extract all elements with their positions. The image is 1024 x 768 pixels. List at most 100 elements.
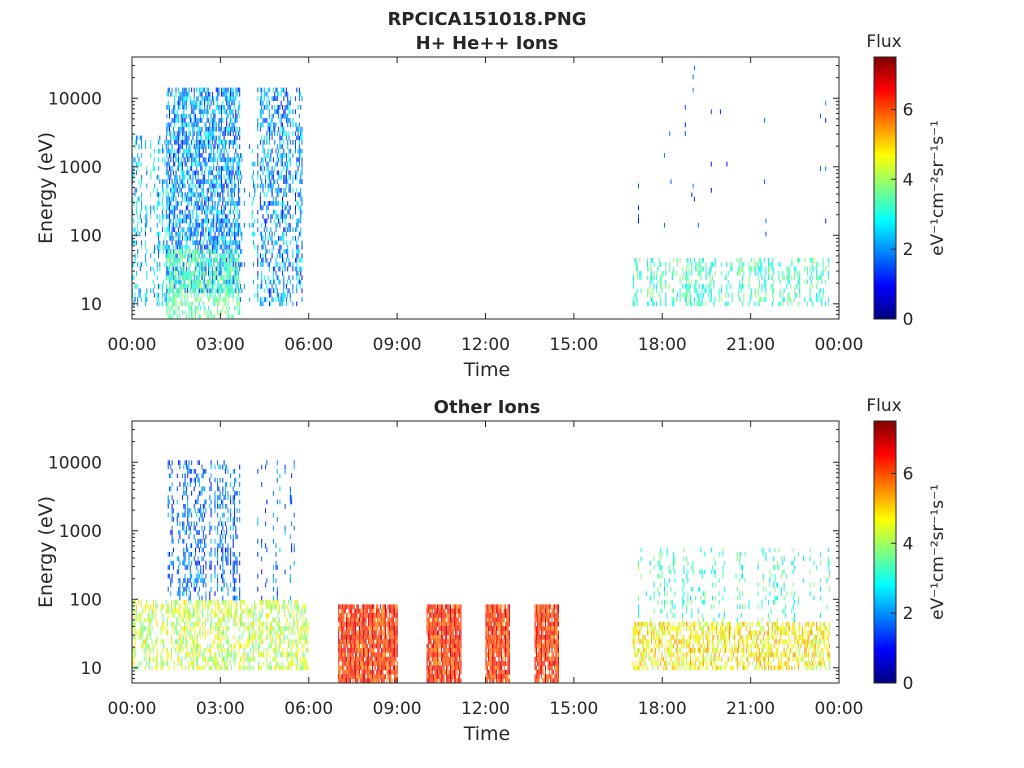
heatmap-cell [178,288,180,294]
heatmap-cell [269,201,270,206]
heatmap-cell [219,192,221,198]
heatmap-cell [218,231,220,237]
heatmap-cell [235,271,237,276]
heatmap-cell [167,157,169,163]
heatmap-cell [209,266,211,272]
heatmap-cell [202,87,204,93]
heatmap-cell [686,297,688,302]
heatmap-cell [167,656,169,662]
heatmap-cell [169,201,170,206]
heatmap-cell [272,170,274,176]
heatmap-cell [217,179,219,184]
heatmap-cell [190,656,192,662]
heatmap-cell [171,512,173,518]
heatmap-cell [279,153,281,158]
heatmap-cell [215,621,217,627]
heatmap-cell [221,218,222,224]
heatmap-cell [249,630,250,636]
heatmap-cell [191,201,193,206]
heatmap-cell [188,464,190,470]
heatmap-cell [200,257,202,263]
heatmap-cell [232,266,234,272]
heatmap-cell [223,109,225,115]
heatmap-cell [235,249,237,254]
heatmap-cell [282,297,283,302]
heatmap-cell [195,148,196,154]
heatmap-cell [195,262,196,267]
heatmap-cell [192,126,194,132]
heatmap-cell [185,464,187,470]
heatmap-cell [196,148,198,154]
heatmap-cell [269,608,271,614]
heatmap-cell [224,661,226,666]
heatmap-cell [282,214,283,219]
heatmap-cell [199,643,201,649]
heatmap-cell [228,648,230,653]
heatmap-cell [210,271,212,276]
heatmap-cell [172,643,174,649]
heatmap-cell [204,305,206,311]
heatmap-cell [235,218,237,224]
heatmap-cell [226,161,228,167]
heatmap-cell [688,266,690,272]
heatmap-cell [203,652,205,658]
heatmap-cell [298,608,300,614]
heatmap-cell [730,262,732,267]
heatmap-cell [634,292,636,298]
heatmap-cell [160,656,162,662]
heatmap-cell [231,314,233,319]
heatmap-cell [280,639,282,644]
heatmap-cell [265,231,267,237]
heatmap-cell [158,236,159,241]
heatmap-cell [200,538,202,544]
heatmap-cell [172,621,174,627]
heatmap-cell [185,608,187,614]
heatmap-cell [182,131,183,136]
heatmap-cell [171,227,173,232]
heatmap-cell [274,240,276,246]
heatmap-cell [182,560,183,566]
heatmap-cell [266,257,268,263]
heatmap-cell [197,665,198,671]
heatmap-cell [191,460,193,465]
heatmap-cell [239,297,241,302]
heatmap-cell [201,271,203,276]
heatmap-cell [196,222,198,228]
heatmap-cell [749,292,751,298]
heatmap-cell [216,656,218,662]
heatmap-cell [721,288,723,294]
heatmap-cell [296,275,298,280]
heatmap-cell [214,249,216,254]
heatmap-cell [292,262,294,267]
panel-h-he-ions: H+ He++ Ions 00:00 03:00 06:00 09:00 12:00 15… [35,32,948,381]
heatmap-cell [246,608,248,614]
heatmap-cell [167,148,169,154]
heatmap-cell [228,288,230,294]
heatmap-cell [208,284,209,289]
heatmap-cell [219,617,221,623]
heatmap-cell [190,661,192,666]
heatmap-cell [212,639,214,644]
heatmap-cell [269,600,271,605]
heatmap-cell [161,613,163,618]
heatmap-cell [175,135,177,141]
heatmap-cell [199,648,201,653]
heatmap-cell [234,153,235,158]
heatmap-cell [139,183,141,189]
heatmap-cell [215,244,217,250]
heatmap-cell [239,166,241,171]
heatmap-cell [228,105,230,110]
heatmap-cell [202,301,204,307]
heatmap-cell [204,288,206,294]
heatmap-cell [261,205,263,211]
heatmap-cell [181,643,183,649]
heatmap-cell [220,621,222,627]
heatmap-cell [178,201,180,206]
heatmap-cell [797,279,799,285]
heatmap-cell [191,635,193,640]
heatmap-cell [279,253,281,259]
heatmap-cell [177,630,179,636]
heatmap-cell [267,201,269,206]
heatmap-cell [211,617,213,623]
heatmap-cell [252,648,254,653]
